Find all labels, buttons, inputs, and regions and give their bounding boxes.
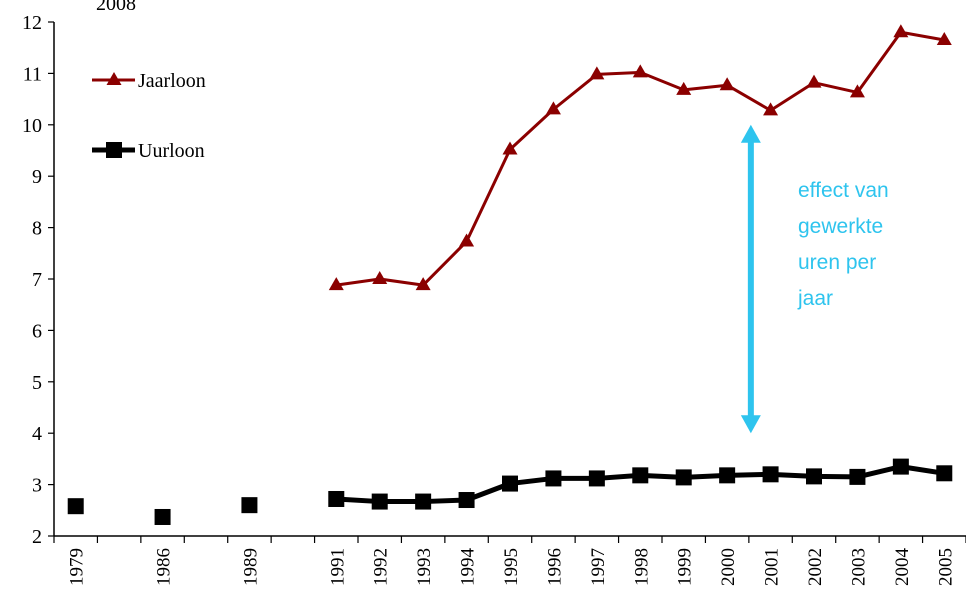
annotation-arrow-head-bottom [740,415,761,434]
series-uurloon-point [371,493,388,510]
x-tick-label: 1992 [371,548,392,586]
series-uurloon-point [762,466,779,483]
y-tick-label: 5 [32,372,42,394]
legend-marker-uurloon [106,142,122,158]
series-uurloon-point [458,492,475,509]
x-tick-label: 2005 [935,548,956,586]
y-tick-label: 10 [22,115,42,137]
y-ticks: 2 3 4 5 6 7 8 9 10 11 12 [22,12,54,548]
series-jaarloon-point [502,141,518,155]
series-uurloon-point [892,458,909,475]
x-tick-label: 1989 [240,548,261,586]
x-tick-label: 1994 [458,548,479,587]
x-tick-label: 1979 [67,548,88,586]
series-jaarloon-point [328,277,344,291]
x-tick-label: 2004 [892,548,913,587]
series-uurloon-point [67,498,84,515]
series-uurloon-point [545,470,562,487]
x-tick-label: 2003 [848,548,869,586]
series-uurloon-point [415,493,432,510]
y-tick-label: 12 [22,12,42,34]
axes [53,22,966,537]
legend-label-jaarloon: Jaarloon [138,70,206,92]
series-jaarloon-point [936,31,952,45]
series-jaarloon-point [676,81,692,95]
series-uurloon-point [849,468,866,485]
y-tick-label: 6 [32,320,42,342]
series-jaarloon-point [806,74,822,88]
x-tick-label: 1995 [501,548,522,586]
series-uurloon-point [719,467,736,484]
annotation-text-line: uren per [798,251,876,274]
x-tick-label: 1999 [675,548,696,586]
x-tick-label: 1996 [544,548,565,586]
x-tick-label: 1998 [631,548,652,586]
series-uurloon-point [588,470,605,487]
x-tick-label: 2000 [718,548,739,586]
series-jaarloon-point [415,277,431,291]
y-tick-label: 3 [32,475,42,497]
y-tick-label: 2 [32,526,42,548]
series-jaarloon-point [459,233,475,247]
x-tick-label: 2001 [762,548,783,586]
x-tick-label: 1986 [154,548,175,586]
annotation-text-line: jaar [797,287,833,310]
legend-marker-jaarloon [106,72,122,85]
series-jaarloon-point [893,24,909,38]
series-jaarloon-point [545,101,561,115]
series-uurloon-point [328,490,345,507]
annotation-arrow-head-top [740,124,761,143]
annotation: effect van gewerkte uren per jaar [740,124,889,434]
annotation-text-line: effect van [798,179,889,202]
series-uurloon-point [632,467,649,484]
series-uurloon-point [675,469,692,486]
series-jaarloon-point [372,271,388,284]
y-tick-label: 9 [32,166,42,188]
series-jaarloon-point [763,102,779,116]
series-uurloon [67,458,953,525]
annotation-text-line: gewerkte [798,215,883,238]
y-tick-label: 8 [32,218,42,240]
x-tick-label: 1993 [414,548,435,586]
series-jaarloon [328,24,952,291]
series-layer [67,24,953,525]
series-uurloon-point [806,468,822,485]
series-uurloon-point [241,497,258,514]
x-tick-label: 1991 [327,548,348,586]
series-jaarloon-point [589,66,605,80]
series-uurloon-point [936,465,953,482]
corner-label: 2008 [96,0,136,15]
x-tick-label: 2002 [805,548,826,586]
y-tick-label: 7 [32,269,42,291]
x-ticks: 1979 1986 1989 1991 1992 1993 1994 1995 1996 1997… [53,536,966,587]
y-tick-label: 4 [32,423,42,445]
series-jaarloon-point [849,84,865,98]
series-jaarloon-point [632,64,648,78]
series-jaarloon-point [719,77,735,91]
legend: Jaarloon Uurloon [92,70,206,162]
series-uurloon-point [154,508,171,525]
legend-label-uurloon: Uurloon [138,140,205,162]
y-tick-label: 11 [23,63,42,85]
series-uurloon-point [502,475,518,492]
x-tick-label: 1997 [588,548,609,586]
